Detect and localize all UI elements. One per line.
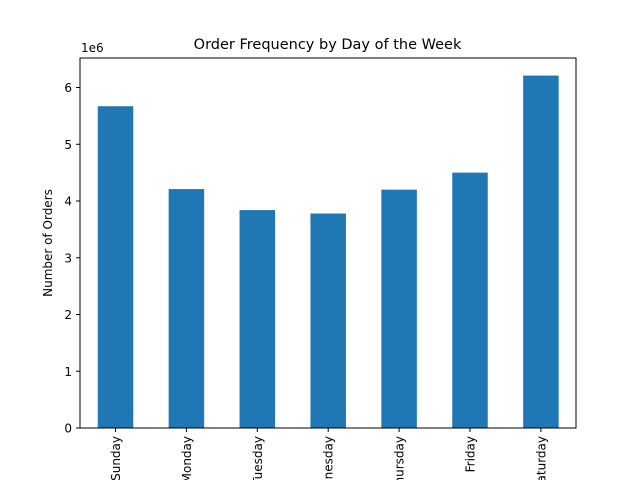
chart-title: Order Frequency by Day of the Week [194,37,462,53]
y-axis-label: Number of Orders [41,189,55,297]
y-tick-label: 4 [64,195,72,209]
y-axis-ticks: 0 1 2 3 4 5 6 [64,81,80,436]
axes-frame [79,57,577,429]
y-tick-label: 0 [64,422,72,436]
x-tick-label-saturday: Saturday [534,436,548,480]
x-axis-ticks: Sunday Monday Tuesday Wednesday Thursday Frid… [109,428,548,484]
bar-thursday [381,189,417,428]
bar-friday [452,172,488,428]
bar-monday [168,189,205,428]
x-tick-label-wednesday: Wednesday [322,436,336,480]
y-axis-offset-label: 1e6 [81,41,104,55]
bar-sunday [97,106,134,428]
bar-tuesday [239,210,276,428]
y-tick-label: 2 [64,308,72,322]
x-tick-label-friday: Friday [464,436,478,472]
x-tick-label-tuesday: Tuesday [251,436,265,480]
x-tick-label-monday: Monday [180,436,194,480]
y-tick-label: 5 [64,138,72,152]
bars [97,75,559,428]
x-tick-label-sunday: Sunday [109,436,123,480]
y-tick-label: 3 [64,251,72,265]
bar-wednesday [310,213,346,428]
y-tick-label: 6 [64,81,72,95]
x-tick-label-thursday: Thursday [393,436,407,480]
y-tick-label: 1 [64,365,72,379]
bar-saturday [523,75,559,428]
